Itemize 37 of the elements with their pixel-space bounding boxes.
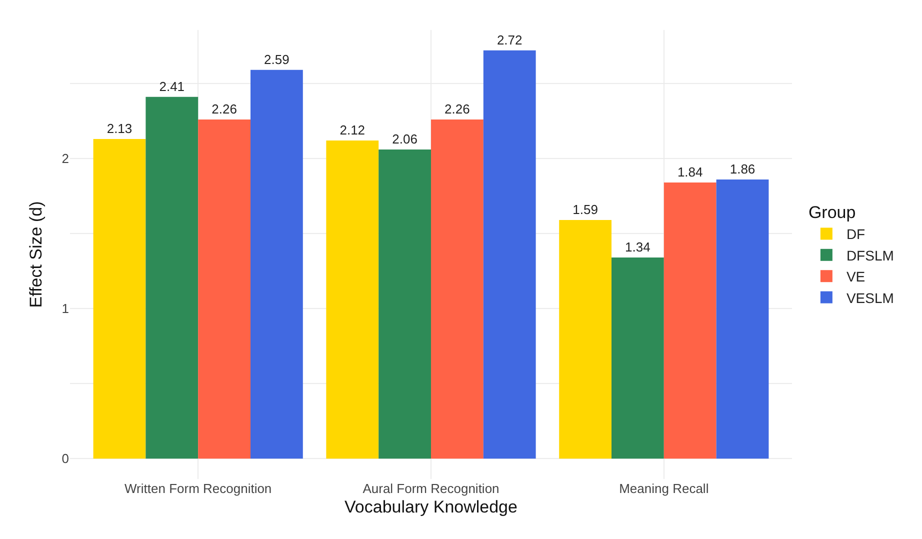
data-label: 1.84 [677, 164, 703, 180]
data-label: 2.06 [392, 131, 418, 146]
x-tick-label: Meaning Recall [619, 481, 709, 496]
bar [198, 119, 250, 459]
data-label: 2.13 [106, 120, 132, 136]
y-axis-title: Effect Size (d) [26, 201, 46, 308]
x-axis-title: Vocabulary Knowledge [344, 497, 518, 516]
bar [664, 182, 716, 459]
x-tick-label: Written Form Recognition [124, 481, 272, 496]
legend-title: Group [808, 203, 856, 222]
data-label: 2.26 [212, 101, 237, 116]
y-tick-label: 1 [62, 301, 69, 316]
bar [250, 70, 303, 459]
y-tick-label: 0 [62, 451, 69, 466]
legend-label: VE [846, 268, 866, 285]
legend-label: VESLM [846, 290, 894, 306]
data-label: 2.59 [264, 52, 290, 67]
bar [716, 179, 769, 459]
legend-label: DF [846, 226, 866, 242]
data-label: 1.59 [572, 202, 598, 217]
data-label: 2.12 [340, 122, 366, 138]
bar [612, 258, 664, 459]
data-label: 1.86 [730, 161, 756, 176]
legend-label: DFSLM [846, 247, 894, 264]
x-tick-label: Aural Form Recognition [362, 481, 500, 496]
bar [93, 138, 146, 459]
y-tick-label: 2 [62, 151, 69, 166]
bar [326, 140, 379, 459]
data-label: 2.41 [159, 78, 185, 94]
bar [483, 50, 536, 459]
data-label: 2.26 [444, 101, 470, 116]
bar [431, 119, 484, 459]
bar [559, 220, 612, 459]
data-label: 1.34 [625, 240, 650, 254]
bar [378, 149, 431, 459]
data-label: 2.72 [496, 32, 522, 48]
bar [146, 96, 198, 459]
